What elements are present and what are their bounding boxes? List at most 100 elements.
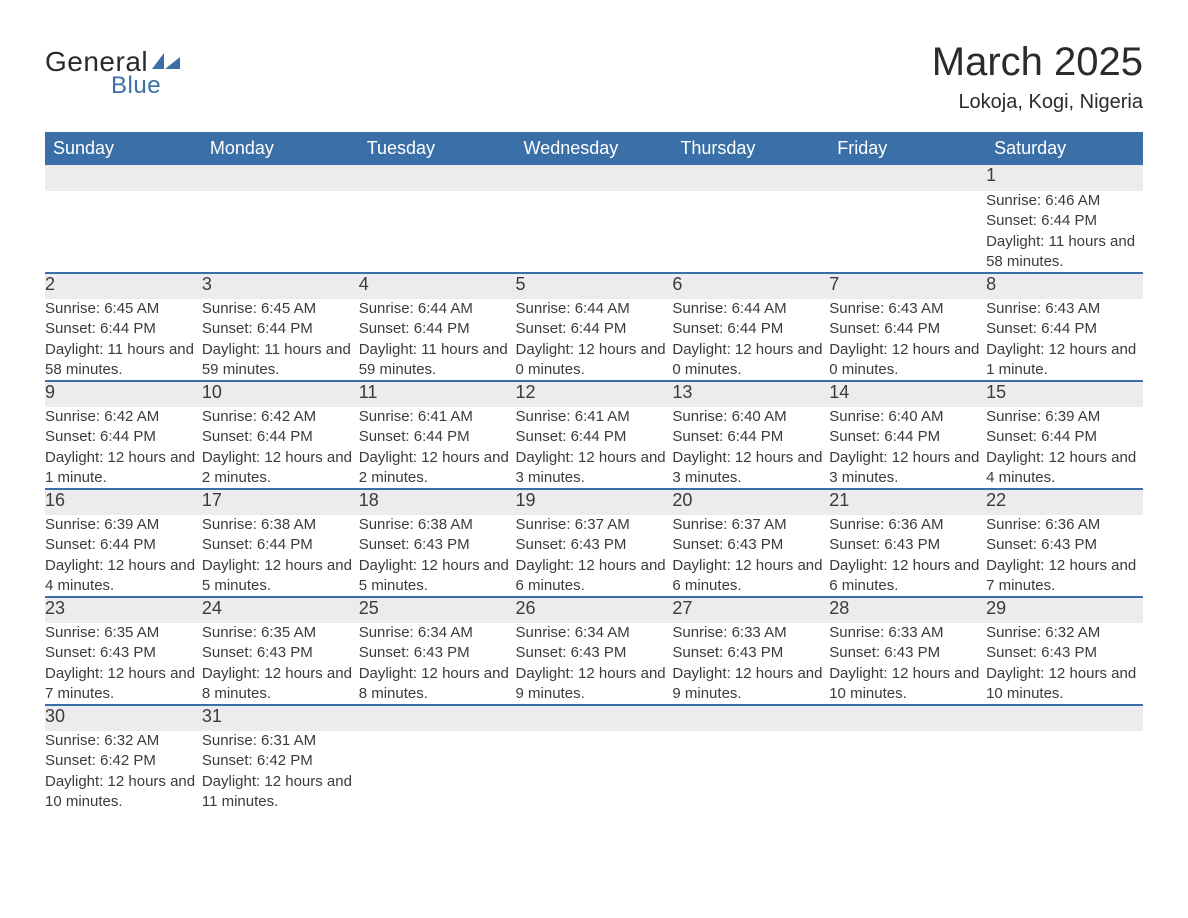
day-detail-cell: Sunrise: 6:37 AMSunset: 6:43 PMDaylight:… — [516, 515, 673, 597]
calendar-table: SundayMondayTuesdayWednesdayThursdayFrid… — [45, 132, 1143, 812]
day-detail-cell — [516, 731, 673, 812]
daylight-line: Daylight: 12 hours and 0 minutes. — [672, 340, 829, 381]
day-detail-cell: Sunrise: 6:38 AMSunset: 6:43 PMDaylight:… — [359, 515, 516, 597]
daylight-line: Daylight: 12 hours and 2 minutes. — [359, 448, 516, 489]
daylight-line: Daylight: 11 hours and 59 minutes. — [202, 340, 359, 381]
day-number-cell: 20 — [672, 489, 829, 515]
sunset-line: Sunset: 6:43 PM — [45, 643, 202, 663]
sunrise-line: Sunrise: 6:43 AM — [829, 299, 986, 319]
sunset-line: Sunset: 6:44 PM — [359, 427, 516, 447]
daylight-line: Daylight: 12 hours and 1 minute. — [986, 340, 1143, 381]
day-detail-cell — [359, 191, 516, 273]
sunrise-line: Sunrise: 6:36 AM — [829, 515, 986, 535]
day-number-cell: 24 — [202, 597, 359, 623]
daylight-line: Daylight: 12 hours and 10 minutes. — [829, 664, 986, 705]
daylight-line: Daylight: 12 hours and 11 minutes. — [202, 772, 359, 813]
daylight-line: Daylight: 12 hours and 7 minutes. — [45, 664, 202, 705]
day-number-cell — [672, 705, 829, 731]
day-number-cell: 22 — [986, 489, 1143, 515]
daylight-line: Daylight: 11 hours and 59 minutes. — [359, 340, 516, 381]
day-detail-row: Sunrise: 6:35 AMSunset: 6:43 PMDaylight:… — [45, 623, 1143, 705]
page-subtitle: Lokoja, Kogi, Nigeria — [932, 91, 1143, 114]
sunrise-line: Sunrise: 6:45 AM — [202, 299, 359, 319]
day-detail-cell: Sunrise: 6:38 AMSunset: 6:44 PMDaylight:… — [202, 515, 359, 597]
page-title: March 2025 — [932, 40, 1143, 85]
sunrise-line: Sunrise: 6:34 AM — [359, 623, 516, 643]
day-detail-cell: Sunrise: 6:34 AMSunset: 6:43 PMDaylight:… — [359, 623, 516, 705]
sunset-line: Sunset: 6:43 PM — [202, 643, 359, 663]
day-number-cell: 6 — [672, 273, 829, 299]
day-number-cell — [516, 705, 673, 731]
sunset-line: Sunset: 6:44 PM — [986, 319, 1143, 339]
day-detail-cell: Sunrise: 6:36 AMSunset: 6:43 PMDaylight:… — [829, 515, 986, 597]
day-detail-cell: Sunrise: 6:45 AMSunset: 6:44 PMDaylight:… — [45, 299, 202, 381]
daylight-line: Daylight: 11 hours and 58 minutes. — [986, 232, 1143, 273]
daylight-line: Daylight: 12 hours and 10 minutes. — [986, 664, 1143, 705]
day-detail-cell: Sunrise: 6:35 AMSunset: 6:43 PMDaylight:… — [45, 623, 202, 705]
sunrise-line: Sunrise: 6:44 AM — [672, 299, 829, 319]
day-number-cell: 12 — [516, 381, 673, 407]
daylight-line: Daylight: 12 hours and 4 minutes. — [45, 556, 202, 597]
sunrise-line: Sunrise: 6:43 AM — [986, 299, 1143, 319]
sunrise-line: Sunrise: 6:42 AM — [202, 407, 359, 427]
day-number-cell — [829, 705, 986, 731]
day-detail-cell: Sunrise: 6:33 AMSunset: 6:43 PMDaylight:… — [672, 623, 829, 705]
sunrise-line: Sunrise: 6:34 AM — [516, 623, 673, 643]
weekday-header: Wednesday — [516, 132, 673, 165]
day-number-cell: 4 — [359, 273, 516, 299]
daylight-line: Daylight: 12 hours and 2 minutes. — [202, 448, 359, 489]
day-number-row: 3031 — [45, 705, 1143, 731]
day-number-cell — [672, 165, 829, 191]
day-detail-cell: Sunrise: 6:33 AMSunset: 6:43 PMDaylight:… — [829, 623, 986, 705]
sunrise-line: Sunrise: 6:38 AM — [202, 515, 359, 535]
day-number-cell: 28 — [829, 597, 986, 623]
weekday-header: Saturday — [986, 132, 1143, 165]
sunrise-line: Sunrise: 6:33 AM — [672, 623, 829, 643]
daylight-line: Daylight: 12 hours and 6 minutes. — [516, 556, 673, 597]
day-detail-cell: Sunrise: 6:39 AMSunset: 6:44 PMDaylight:… — [45, 515, 202, 597]
sunset-line: Sunset: 6:43 PM — [516, 535, 673, 555]
daylight-line: Daylight: 12 hours and 9 minutes. — [516, 664, 673, 705]
day-number-row: 2345678 — [45, 273, 1143, 299]
daylight-line: Daylight: 12 hours and 10 minutes. — [45, 772, 202, 813]
sunrise-line: Sunrise: 6:37 AM — [672, 515, 829, 535]
day-detail-cell: Sunrise: 6:44 AMSunset: 6:44 PMDaylight:… — [359, 299, 516, 381]
day-detail-cell: Sunrise: 6:41 AMSunset: 6:44 PMDaylight:… — [516, 407, 673, 489]
title-block: March 2025 Lokoja, Kogi, Nigeria — [932, 40, 1143, 114]
day-detail-row: Sunrise: 6:45 AMSunset: 6:44 PMDaylight:… — [45, 299, 1143, 381]
day-number-cell: 11 — [359, 381, 516, 407]
weekday-header: Sunday — [45, 132, 202, 165]
sunrise-line: Sunrise: 6:32 AM — [986, 623, 1143, 643]
sunset-line: Sunset: 6:44 PM — [986, 427, 1143, 447]
day-detail-cell: Sunrise: 6:32 AMSunset: 6:42 PMDaylight:… — [45, 731, 202, 812]
sunrise-line: Sunrise: 6:42 AM — [45, 407, 202, 427]
brand-logo: General Blue — [45, 46, 182, 100]
day-number-cell: 5 — [516, 273, 673, 299]
day-number-row: 16171819202122 — [45, 489, 1143, 515]
day-number-cell: 26 — [516, 597, 673, 623]
day-number-cell: 29 — [986, 597, 1143, 623]
day-detail-cell — [516, 191, 673, 273]
day-detail-cell: Sunrise: 6:35 AMSunset: 6:43 PMDaylight:… — [202, 623, 359, 705]
sunset-line: Sunset: 6:43 PM — [829, 535, 986, 555]
day-number-cell: 21 — [829, 489, 986, 515]
day-number-cell — [986, 705, 1143, 731]
day-number-cell: 25 — [359, 597, 516, 623]
daylight-line: Daylight: 12 hours and 0 minutes. — [829, 340, 986, 381]
daylight-line: Daylight: 12 hours and 5 minutes. — [359, 556, 516, 597]
sunset-line: Sunset: 6:44 PM — [359, 319, 516, 339]
daylight-line: Daylight: 12 hours and 6 minutes. — [829, 556, 986, 597]
day-number-cell — [202, 165, 359, 191]
day-number-cell: 27 — [672, 597, 829, 623]
day-detail-row: Sunrise: 6:46 AMSunset: 6:44 PMDaylight:… — [45, 191, 1143, 273]
day-number-row: 23242526272829 — [45, 597, 1143, 623]
sunrise-line: Sunrise: 6:33 AM — [829, 623, 986, 643]
day-detail-cell — [829, 731, 986, 812]
sunset-line: Sunset: 6:44 PM — [45, 427, 202, 447]
day-detail-row: Sunrise: 6:32 AMSunset: 6:42 PMDaylight:… — [45, 731, 1143, 812]
day-detail-cell: Sunrise: 6:36 AMSunset: 6:43 PMDaylight:… — [986, 515, 1143, 597]
sunset-line: Sunset: 6:44 PM — [829, 427, 986, 447]
sunrise-line: Sunrise: 6:44 AM — [359, 299, 516, 319]
daylight-line: Daylight: 12 hours and 3 minutes. — [829, 448, 986, 489]
day-detail-cell: Sunrise: 6:44 AMSunset: 6:44 PMDaylight:… — [672, 299, 829, 381]
